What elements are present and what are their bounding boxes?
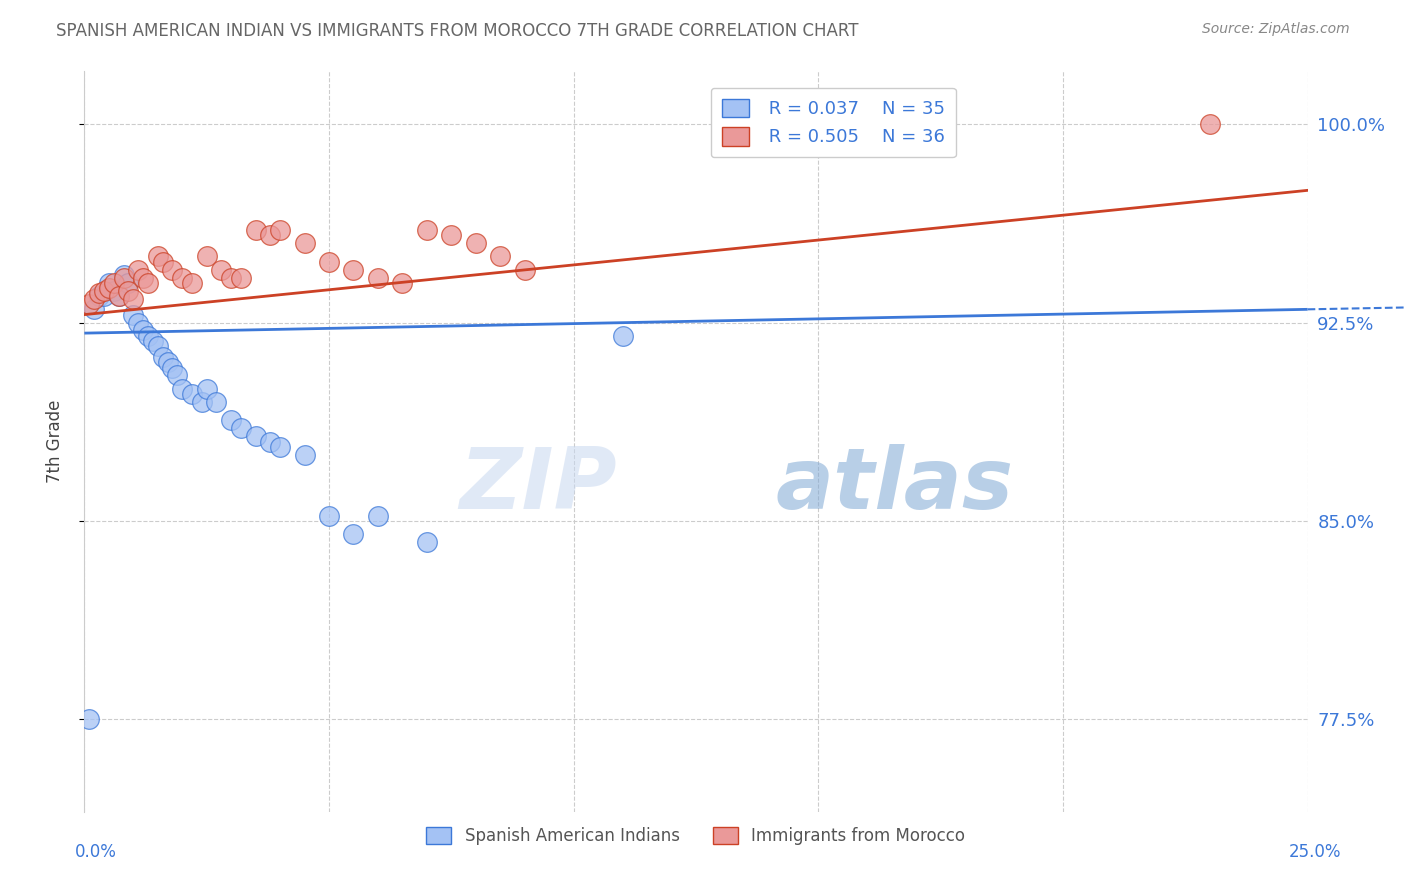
Text: atlas: atlas <box>776 444 1014 527</box>
Point <box>294 448 316 462</box>
Point <box>195 250 218 264</box>
Point <box>162 360 184 375</box>
Point <box>127 316 149 330</box>
Point <box>464 236 486 251</box>
Text: 25.0%: 25.0% <box>1288 843 1341 861</box>
Point <box>146 250 169 264</box>
Point <box>294 236 316 251</box>
Point <box>342 262 364 277</box>
Point <box>142 334 165 348</box>
Point <box>219 413 242 427</box>
Point <box>391 276 413 290</box>
Point <box>122 308 145 322</box>
Legend: Spanish American Indians, Immigrants from Morocco: Spanish American Indians, Immigrants fro… <box>420 820 972 852</box>
Point <box>166 368 188 383</box>
Point <box>1198 117 1220 131</box>
Point <box>205 395 228 409</box>
Point <box>416 535 439 549</box>
Point <box>269 223 291 237</box>
Point <box>136 328 159 343</box>
Point <box>87 289 110 303</box>
Point <box>172 382 194 396</box>
Point <box>107 289 129 303</box>
Point <box>259 228 281 243</box>
Point <box>229 270 252 285</box>
Point <box>77 297 100 311</box>
Point <box>146 339 169 353</box>
Point <box>127 262 149 277</box>
Point <box>136 276 159 290</box>
Point <box>83 292 105 306</box>
Point <box>112 268 135 282</box>
Point <box>219 270 242 285</box>
Point <box>107 289 129 303</box>
Text: ZIP: ZIP <box>458 444 616 527</box>
Point <box>93 289 115 303</box>
Point <box>122 292 145 306</box>
Point <box>245 429 267 443</box>
Point <box>132 324 155 338</box>
Point <box>83 302 105 317</box>
Text: Source: ZipAtlas.com: Source: ZipAtlas.com <box>1202 22 1350 37</box>
Point <box>162 262 184 277</box>
Point <box>318 254 340 268</box>
Point <box>259 434 281 449</box>
Point <box>367 508 389 523</box>
Point <box>112 270 135 285</box>
Point <box>209 262 232 277</box>
Point <box>229 421 252 435</box>
Point <box>117 276 139 290</box>
Point <box>97 276 120 290</box>
Point <box>156 355 179 369</box>
Point <box>77 712 100 726</box>
Point <box>612 328 634 343</box>
Point <box>87 286 110 301</box>
Point <box>318 508 340 523</box>
Y-axis label: 7th Grade: 7th Grade <box>45 400 63 483</box>
Point <box>489 250 512 264</box>
Point <box>513 262 536 277</box>
Point <box>93 284 115 298</box>
Point <box>195 382 218 396</box>
Text: SPANISH AMERICAN INDIAN VS IMMIGRANTS FROM MOROCCO 7TH GRADE CORRELATION CHART: SPANISH AMERICAN INDIAN VS IMMIGRANTS FR… <box>56 22 859 40</box>
Point <box>103 276 125 290</box>
Point <box>416 223 439 237</box>
Point <box>440 228 463 243</box>
Point <box>152 350 174 364</box>
Point <box>191 395 214 409</box>
Point <box>103 284 125 298</box>
Point <box>152 254 174 268</box>
Point <box>269 440 291 454</box>
Point <box>117 284 139 298</box>
Point <box>181 387 204 401</box>
Point <box>181 276 204 290</box>
Text: 0.0%: 0.0% <box>75 843 117 861</box>
Point <box>342 527 364 541</box>
Point <box>172 270 194 285</box>
Point <box>132 270 155 285</box>
Point <box>245 223 267 237</box>
Point <box>367 270 389 285</box>
Point <box>97 281 120 295</box>
